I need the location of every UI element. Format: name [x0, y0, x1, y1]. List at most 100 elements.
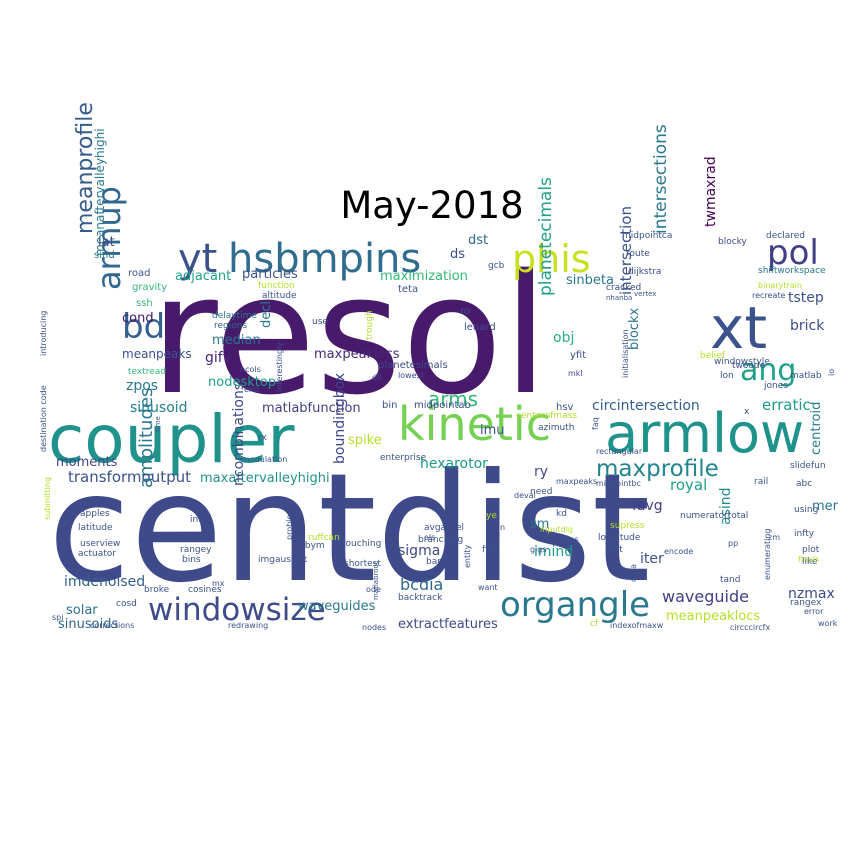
word-circintersection: circintersection [592, 398, 700, 414]
word-royal: royal [670, 476, 707, 494]
word-use: use [312, 317, 328, 327]
word-apples: apples [80, 509, 110, 519]
word-teta: teta [398, 284, 418, 295]
word-waveguides: waveguides [298, 599, 376, 614]
word-dst: dst [468, 233, 488, 248]
word-ye: ye [486, 511, 497, 521]
word-regions: regions [214, 321, 247, 331]
word-dll: dll [372, 373, 382, 382]
word-ode: ode [366, 585, 381, 594]
cloud-title: May-2018 [340, 184, 524, 227]
word-altitude: altitude [262, 291, 297, 301]
word-planetecimals: planetecimals [536, 177, 556, 296]
word-ncols: ncols [240, 365, 261, 374]
word-cond: cond [122, 311, 154, 326]
word-kinetic: kinetic [398, 397, 551, 451]
word-bcdia: bcdia [400, 575, 443, 594]
word-meanpeaks: meanpeaks [122, 347, 192, 361]
word-circccircfx: circccircfx [730, 623, 770, 632]
word-corrections: corrections [90, 621, 134, 630]
word-favg: favg [632, 498, 663, 514]
word-data: data [629, 564, 638, 582]
word-bar: bar [426, 557, 441, 567]
word-bins: bins [182, 555, 201, 565]
word-xt: xt [710, 294, 767, 362]
word-meanpeaklocs: meanpeaklocs [666, 609, 760, 624]
word-bd: bd [122, 307, 165, 347]
word-touching: touching [342, 539, 381, 549]
word-tstep: tstep [788, 290, 824, 306]
word-nhanba: nhanba [606, 294, 632, 302]
word-fish: fish [482, 545, 498, 555]
word-ncombinations: ncombinations [231, 383, 247, 486]
word-abc: abc [796, 479, 812, 489]
word-extractfeatures: extractfeatures [398, 617, 498, 632]
word-solar: solar [66, 603, 98, 618]
word-rail: rail [754, 477, 768, 487]
word-bot: bot [608, 545, 623, 555]
word-iter: iter [640, 551, 664, 567]
word-work: work [818, 619, 838, 628]
word-avgaccel: avgaccel [424, 523, 464, 533]
word-median: median [212, 333, 261, 348]
word-mkl: mkl [568, 369, 583, 378]
word-actuator: actuator [78, 549, 116, 559]
word-function: function [258, 281, 295, 291]
word-shortest: shortest [344, 559, 381, 569]
word-maxaftervalleyhighi: maxaftervalleyhighi [200, 471, 330, 486]
word-gravity: gravity [132, 282, 167, 293]
word-sm: sm [530, 517, 549, 532]
word-organgle: organgle [500, 585, 650, 625]
word-ssh: ssh [136, 298, 153, 309]
word-meanaftervalleyhighi: meanaftervalleyhighi [93, 128, 107, 256]
word-ols: ols [424, 533, 435, 542]
word-zpos: zpos [126, 378, 158, 394]
word-redrawing: redrawing [228, 621, 268, 630]
word-using: using [794, 505, 818, 515]
word-amplitudes: amplitudes [136, 388, 157, 488]
word-gifv: gifv [205, 350, 231, 366]
word-route: route [626, 249, 650, 259]
word-gcb: gcb [488, 261, 505, 271]
word-nodes: nodes [362, 623, 386, 632]
word-belief: belief [700, 351, 726, 361]
word-coupler: coupler [48, 401, 295, 478]
word-v: v [532, 501, 538, 511]
word-rx: rx [258, 433, 267, 443]
word-transformoutput: transformoutput [68, 468, 191, 486]
word-ang: ang [740, 353, 796, 388]
word-lat: lat [98, 235, 115, 250]
word-windowsize: windowsize [148, 592, 326, 628]
word-mer: mer [812, 499, 839, 514]
word-ds: ds [450, 247, 465, 262]
word-sigma: sigma [398, 543, 440, 559]
word-adjacant: adjacant [175, 269, 231, 284]
word-faq: faq [591, 417, 600, 430]
word-inf: inf [190, 515, 202, 525]
word-infty: infty [794, 529, 815, 539]
word-tand: tand [720, 575, 740, 585]
word-yfit: yfit [570, 350, 586, 361]
word-latitude: latitude [78, 523, 113, 533]
word-error: error [804, 607, 824, 616]
word-cosines: cosines [188, 585, 222, 595]
word-x: x [744, 407, 750, 417]
word-cosd: cosd [116, 599, 137, 609]
word-windowstyle: windowstyle [714, 357, 770, 367]
word-n: n [500, 523, 505, 532]
word-kd: kd [556, 509, 567, 519]
word-want: want [478, 583, 498, 592]
word-rangex: rangex [790, 598, 822, 608]
word-centerofmass: centerofmass [516, 411, 577, 421]
word-inputdlg: inputdlg [540, 525, 573, 534]
word-zm: zm [768, 533, 780, 542]
word-obj: obj [553, 330, 574, 346]
word-imgaussfilt: imgaussfilt [258, 555, 308, 565]
word-mx: mx [212, 579, 225, 588]
word-intersection: intersection [617, 206, 635, 295]
word-sinbeta: sinbeta [566, 273, 614, 288]
word-pp: pp [728, 539, 738, 548]
word-lenard: lenard [464, 322, 496, 333]
word-delaytime: delaytime [212, 311, 257, 321]
